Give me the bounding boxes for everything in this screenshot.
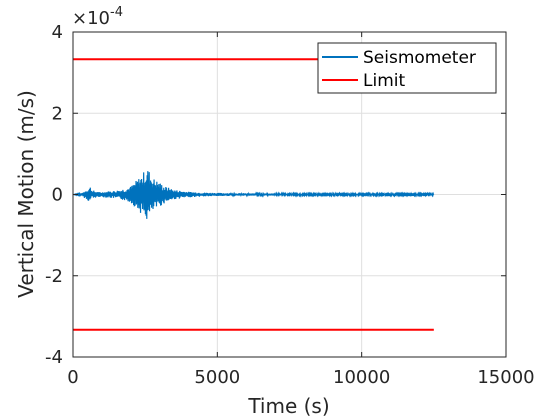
x-tick-label: 15000 (477, 367, 534, 388)
series-line-seismometer (72, 171, 435, 219)
y-tick-label: -2 (45, 266, 63, 287)
legend-box (317, 42, 497, 94)
x-tick-label: 0 (67, 367, 78, 388)
legend-label-seismometer: Seismometer (363, 48, 476, 68)
y-axis-label: Vertical Motion (m/s) (14, 90, 38, 298)
y-tick-label: 2 (52, 103, 63, 124)
x-tick-label: 10000 (333, 367, 390, 388)
y-tick-label: 4 (52, 22, 63, 43)
y-exponent: ×10-4 (72, 5, 123, 29)
x-axis-label: Time (s) (247, 394, 329, 418)
x-tick-label: 5000 (194, 367, 240, 388)
legend-label-limit: Limit (363, 71, 405, 91)
y-tick-label: 0 (52, 185, 63, 206)
legend: Seismometer Limit (317, 42, 497, 94)
ticks: 0 5000 10000 15000 -4 -2 0 2 4 (45, 22, 535, 388)
y-tick-label: -4 (45, 347, 63, 368)
